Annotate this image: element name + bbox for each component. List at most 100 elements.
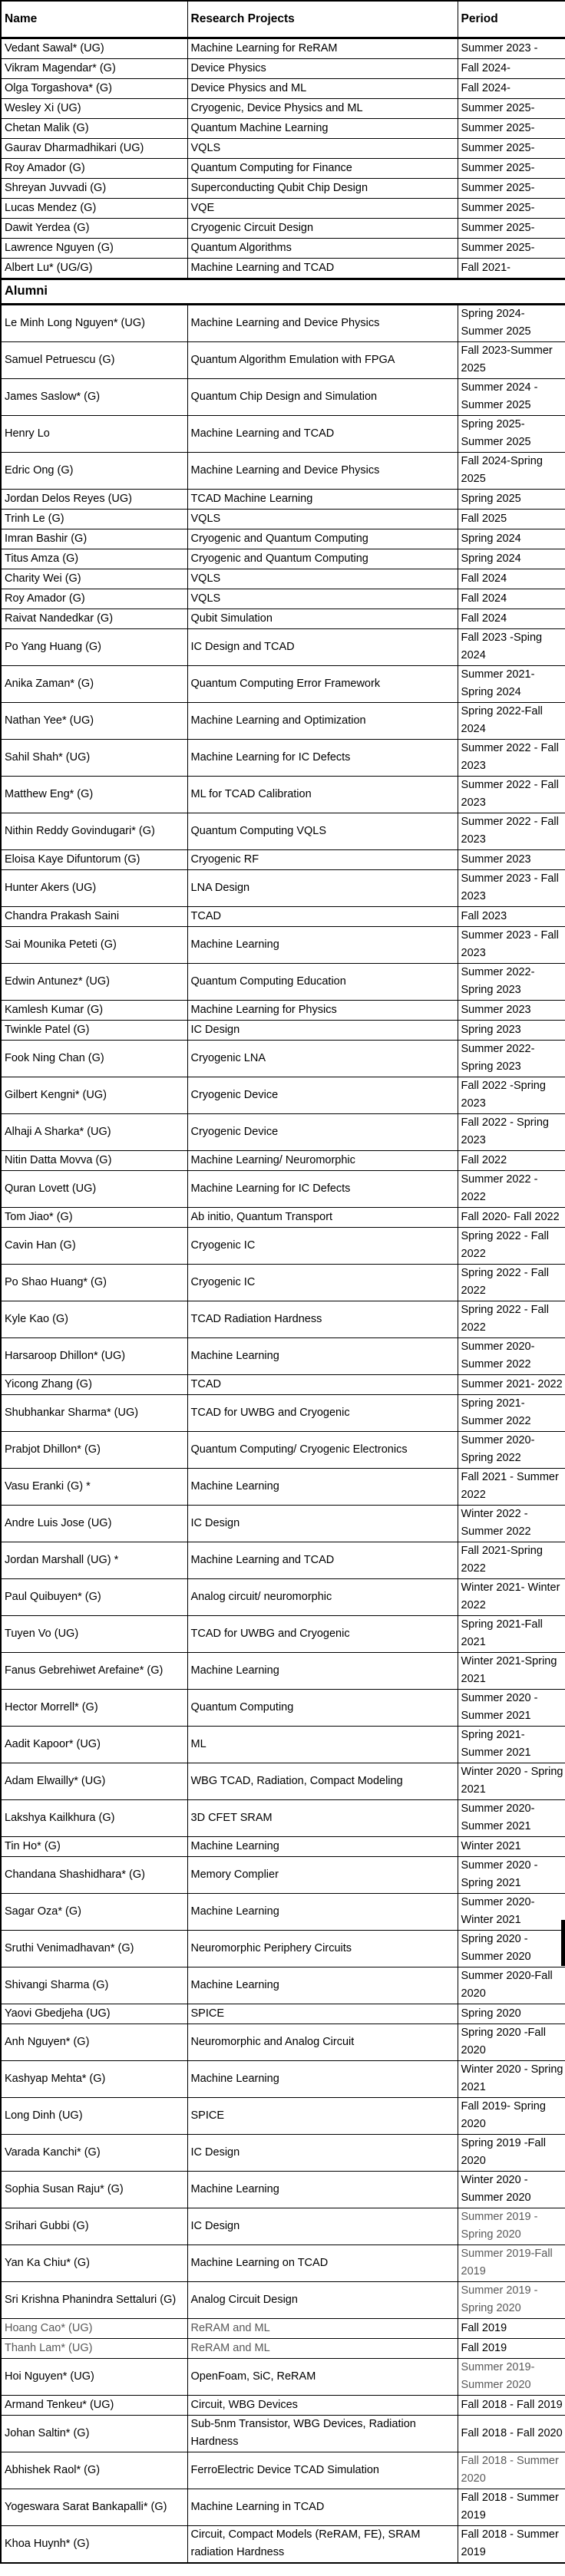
table-row: Yicong Zhang (G) TCAD Summer 2021- 2022 <box>0 1374 565 1395</box>
name-cell: Wesley Xi (UG) <box>0 98 188 119</box>
project-cell: ML for TCAD Calibration <box>187 776 458 813</box>
table-row: Chetan Malik (G) Quantum Machine Learning… <box>0 118 565 139</box>
project-cell: Cryogenic Device <box>187 1113 458 1151</box>
name-cell: Lawrence Nguyen (G) <box>0 238 188 259</box>
table-row: Aadit Kapoor* (UG) ML Spring 2021- Summer … <box>0 1726 565 1763</box>
table-row: Kamlesh Kumar (G) Machine Learning for Ph… <box>0 1000 565 1021</box>
table-row: Hoi Nguyen* (UG) OpenFoam, SiC, ReRAM Summ… <box>0 2358 565 2396</box>
period-cell: Summer 2019 - Spring 2020 <box>457 2281 565 2319</box>
table-row: Sruthi Venimadhavan* (G) Neuromorphic Per… <box>0 1930 565 1967</box>
table-row: Kashyap Mehta* (G) Machine Learning Winter… <box>0 2060 565 2098</box>
table-row: Edwin Antunez* (UG) Quantum Computing Edu… <box>0 963 565 1001</box>
name-cell: Anh Nguyen* (G) <box>0 2024 188 2061</box>
project-cell: VQLS <box>187 569 458 589</box>
period-cell: Spring 2022 - Fall 2022 <box>457 1264 565 1301</box>
table-row: Long Dinh (UG) SPICE Fall 2019- Spring 202… <box>0 2097 565 2135</box>
project-cell: IC Design <box>187 2208 458 2245</box>
name-cell: Shreyan Juvvadi (G) <box>0 178 188 199</box>
name-cell: Sai Mounika Peteti (G) <box>0 926 188 964</box>
period-cell: Fall 2018 - Summer 2020 <box>457 2452 565 2489</box>
name-cell: Sahil Shah* (UG) <box>0 739 188 777</box>
name-cell: Sri Krishna Phanindra Settaluri (G) <box>0 2281 188 2319</box>
table-row: Shivangi Sharma (G) Machine Learning Summe… <box>0 1967 565 2004</box>
table-row: Cavin Han (G) Cryogenic IC Spring 2022 - F… <box>0 1227 565 1265</box>
period-cell: Spring 2025- Summer 2025 <box>457 415 565 453</box>
period-cell: Winter 2020 - Spring 2021 <box>457 1763 565 1800</box>
project-cell: Machine Learning for IC Defects <box>187 1170 458 1208</box>
project-cell: VQLS <box>187 589 458 609</box>
project-cell: WBG TCAD, Radiation, Compact Modeling <box>187 1763 458 1800</box>
period-cell: Fall 2022 - Spring 2023 <box>457 1113 565 1151</box>
table-row: Hunter Akers (UG) LNA Design Summer 2023 -… <box>0 869 565 907</box>
project-cell: VQE <box>187 198 458 219</box>
project-cell: Analog Circuit Design <box>187 2281 458 2319</box>
period-cell: Winter 2021- Winter 2022 <box>457 1578 565 1616</box>
name-cell: Anika Zaman* (G) <box>0 665 188 703</box>
table-row: Jordan Marshall (UG) * Machine Learning a… <box>0 1542 565 1579</box>
name-cell: Harsaroop Dhillon* (UG) <box>0 1337 188 1375</box>
project-cell: Ab initio, Quantum Transport <box>187 1207 458 1228</box>
name-cell: Matthew Eng* (G) <box>0 776 188 813</box>
project-cell: VQLS <box>187 138 458 159</box>
project-cell: Machine Learning for Physics <box>187 1000 458 1021</box>
name-cell: Kashyap Mehta* (G) <box>0 2060 188 2098</box>
project-cell: Quantum Computing/ Cryogenic Electronics <box>187 1431 458 1469</box>
project-cell: TCAD <box>187 1374 458 1395</box>
table-row: Paul Quibuyen* (G) Analog circuit/ neurom… <box>0 1578 565 1616</box>
scrollbar-thumb[interactable] <box>561 1920 565 1966</box>
table-row: Vikram Magendar* (G) Device Physics Fall 2… <box>0 58 565 79</box>
table-row: Tuyen Vo (UG) TCAD for UWBG and Cryogenic… <box>0 1615 565 1653</box>
period-cell: Summer 2022 - Fall 2023 <box>457 776 565 813</box>
project-cell: Machine Learning for ReRAM <box>187 38 458 59</box>
period-cell: Fall 2024- <box>457 58 565 79</box>
project-cell: Machine Learning and TCAD <box>187 258 458 279</box>
table-row: Varada Kanchi* (G) IC Design Spring 2019 -… <box>0 2134 565 2172</box>
name-cell: Vedant Sawal* (UG) <box>0 38 188 59</box>
period-cell: Summer 2022- Spring 2023 <box>457 963 565 1001</box>
table-row: Chandana Shashidhara* (G) Memory Complier… <box>0 1856 565 1894</box>
current-members-body: Vedant Sawal* (UG) Machine Learning for R… <box>0 38 565 279</box>
period-cell: Fall 2018 - Fall 2020 <box>457 2415 565 2452</box>
name-cell: Varada Kanchi* (G) <box>0 2134 188 2172</box>
period-cell: Summer 2023 - Fall 2023 <box>457 869 565 907</box>
project-cell: Cryogenic, Device Physics and ML <box>187 98 458 119</box>
period-cell: Summer 2024 - Summer 2025 <box>457 378 565 416</box>
name-cell: Kamlesh Kumar (G) <box>0 1000 188 1021</box>
table-row: Prabjot Dhillon* (G) Quantum Computing/ C… <box>0 1431 565 1469</box>
project-cell: Cryogenic LNA <box>187 1040 458 1077</box>
period-cell: Fall 2024- <box>457 78 565 99</box>
project-cell: Cryogenic and Quantum Computing <box>187 529 458 549</box>
period-cell: Fall 2023 -Sping 2024 <box>457 628 565 666</box>
table-row: Sai Mounika Peteti (G) Machine Learning Su… <box>0 926 565 964</box>
period-cell: Summer 2019-Fall 2019 <box>457 2245 565 2282</box>
project-cell: Sub-5nm Transistor, WBG Devices, Radiati… <box>187 2415 458 2452</box>
period-cell: Spring 2024 <box>457 549 565 569</box>
project-cell: Cryogenic and Quantum Computing <box>187 549 458 569</box>
project-cell: Machine Learning <box>187 1836 458 1857</box>
name-cell: Cavin Han (G) <box>0 1227 188 1265</box>
name-cell: Adam Elwailly* (UG) <box>0 1763 188 1800</box>
project-cell: IC Design <box>187 1020 458 1041</box>
name-cell: Lucas Mendez (G) <box>0 198 188 219</box>
name-cell: Raivat Nandedkar (G) <box>0 609 188 629</box>
name-cell: Johan Saltin* (G) <box>0 2415 188 2452</box>
name-cell: Olga Torgashova* (G) <box>0 78 188 99</box>
table-row: Raivat Nandedkar (G) Qubit Simulation Fall… <box>0 609 565 629</box>
table-row: Dawit Yerdea (G) Cryogenic Circuit Design… <box>0 218 565 239</box>
table-row: Jordan Delos Reyes (UG) TCAD Machine Lear… <box>0 489 565 510</box>
name-cell: Abhishek Raol* (G) <box>0 2452 188 2489</box>
project-cell: Machine Learning <box>187 1652 458 1690</box>
project-cell: LNA Design <box>187 869 458 907</box>
project-cell: Cryogenic RF <box>187 849 458 870</box>
name-cell: Fook Ning Chan (G) <box>0 1040 188 1077</box>
project-cell: TCAD <box>187 906 458 927</box>
project-cell: Machine Learning/ Neuromorphic <box>187 1150 458 1171</box>
name-cell: Thanh Lam* (UG) <box>0 2338 188 2359</box>
name-cell: Srihari Gubbi (G) <box>0 2208 188 2245</box>
project-cell: Cryogenic IC <box>187 1227 458 1265</box>
period-cell: Summer 2025- <box>457 178 565 199</box>
name-cell: Fanus Gebrehiwet Arefaine* (G) <box>0 1652 188 1690</box>
name-cell: Chandana Shashidhara* (G) <box>0 1856 188 1894</box>
project-cell: IC Design <box>187 2134 458 2172</box>
project-cell: Machine Learning on TCAD <box>187 2245 458 2282</box>
